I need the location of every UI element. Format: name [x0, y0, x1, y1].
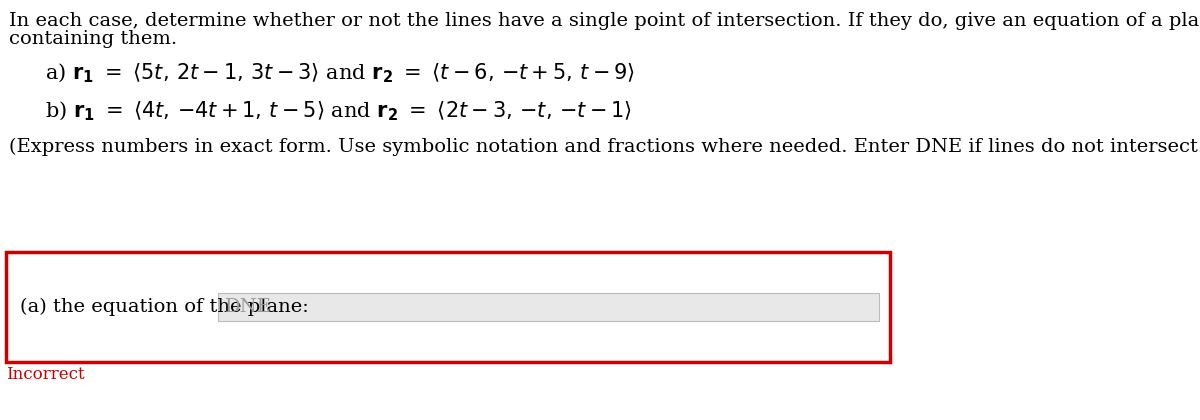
- FancyBboxPatch shape: [6, 252, 889, 362]
- Text: a) $\mathbf{r_1}$ $=$ $\langle 5t,\, 2t - 1,\, 3t - 3\rangle$ and $\mathbf{r_2}$: a) $\mathbf{r_1}$ $=$ $\langle 5t,\, 2t …: [46, 62, 636, 85]
- Text: DNE: DNE: [226, 298, 272, 316]
- Text: (a) the equation of the plane:: (a) the equation of the plane:: [19, 298, 308, 316]
- Text: containing them.: containing them.: [10, 30, 178, 48]
- Text: b) $\mathbf{r_1}$ $=$ $\langle 4t,\, {-4t} + 1,\, t - 5\rangle$ and $\mathbf{r_2: b) $\mathbf{r_1}$ $=$ $\langle 4t,\, {-4…: [46, 100, 632, 123]
- Text: In each case, determine whether or not the lines have a single point of intersec: In each case, determine whether or not t…: [10, 12, 1200, 30]
- FancyBboxPatch shape: [217, 293, 880, 321]
- Text: (Express numbers in exact form. Use symbolic notation and fractions where needed: (Express numbers in exact form. Use symb…: [10, 138, 1200, 156]
- Text: Incorrect: Incorrect: [6, 366, 85, 383]
